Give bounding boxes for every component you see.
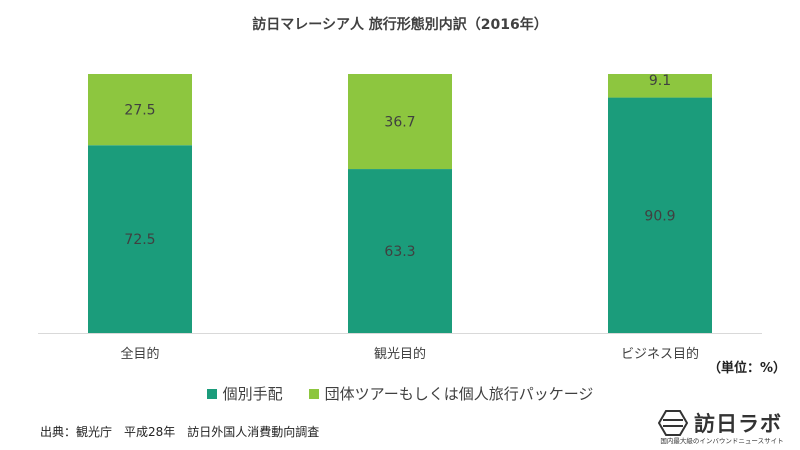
legend-swatch-group-tour — [308, 388, 319, 399]
logo-name: 訪日ラボ — [694, 412, 782, 436]
bar-segment — [608, 97, 712, 333]
legend-item-group-tour: 団体ツアーもしくは個人旅行パッケージ — [308, 383, 594, 404]
bar-segment — [88, 74, 192, 146]
chart-title: 訪日マレーシア人 旅行形態別内訳（2016年） — [252, 17, 548, 33]
category-label: 観光目的 — [374, 346, 426, 362]
bar-segment — [88, 145, 192, 333]
bar-segment — [608, 74, 712, 98]
unit-label: （単位：%） — [708, 361, 787, 376]
legend-swatch-individual — [206, 388, 217, 399]
logo-hexagon-icon — [658, 410, 688, 436]
source-note: 出典：観光庁 平成28年 訪日外国人消費動向調査 — [40, 425, 320, 439]
data-label: 9.1 — [649, 73, 671, 89]
category-label: 全目的 — [120, 346, 159, 362]
category-label: ビジネス目的 — [621, 346, 699, 362]
legend-item-individual: 個別手配 — [206, 383, 283, 404]
legend-label-individual: 個別手配 — [222, 385, 283, 403]
logo: 訪日ラボ 国内最大級のインバウンドニュースサイト — [652, 408, 792, 448]
data-label: 63.3 — [384, 244, 415, 260]
logo-tagline: 国内最大級のインバウンドニュースサイト — [660, 437, 784, 445]
legend: 個別手配 団体ツアーもしくは個人旅行パッケージ — [0, 383, 800, 404]
data-label: 72.5 — [124, 232, 155, 248]
legend-label-group-tour: 団体ツアーもしくは個人旅行パッケージ — [324, 385, 594, 403]
data-label: 90.9 — [644, 208, 675, 224]
stacked-bar-chart: 72.5 27.5 全目的 63.3 36.7 観光目的 90.9 9.1 ビジネス目的 — [38, 73, 762, 362]
data-label: 36.7 — [384, 115, 415, 131]
bar-segment — [348, 74, 452, 170]
bar-segment — [348, 169, 452, 333]
data-label: 27.5 — [124, 103, 155, 119]
